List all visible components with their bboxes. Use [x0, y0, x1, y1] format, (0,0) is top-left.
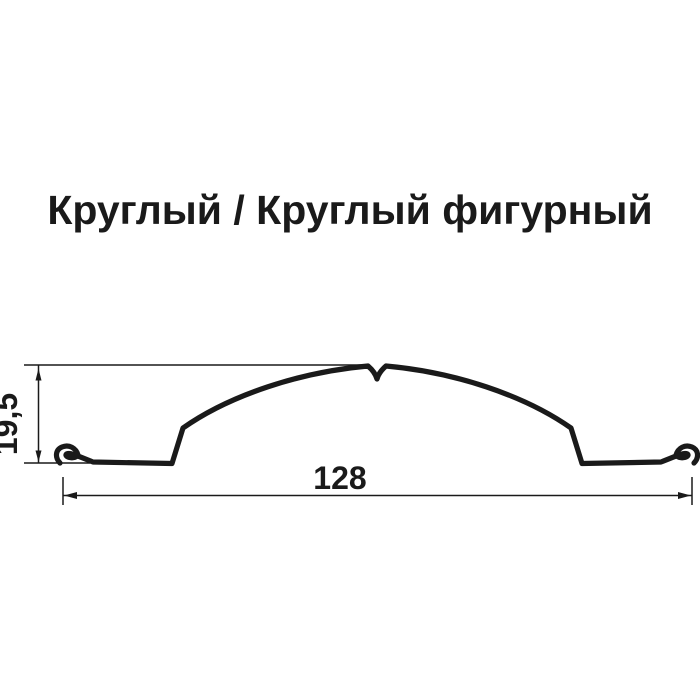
svg-text:128: 128: [313, 460, 366, 496]
svg-text:19,5: 19,5: [0, 393, 24, 455]
